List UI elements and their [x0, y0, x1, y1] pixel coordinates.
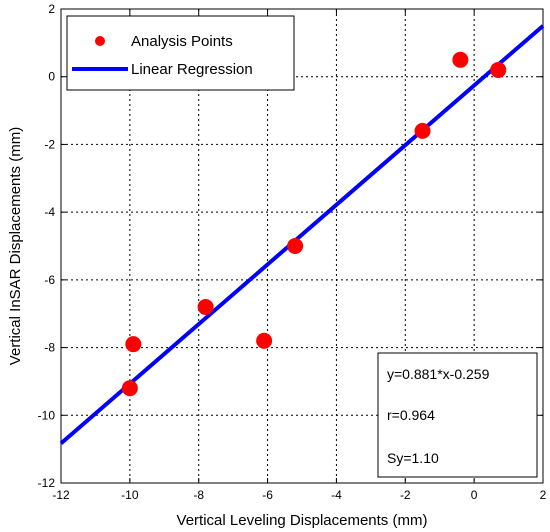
y-axis-label: Vertical InSAR Displacements (mm): [7, 127, 24, 365]
x-tick-label: -10: [121, 488, 139, 502]
data-point: [490, 61, 507, 78]
y-tick-label: -10: [38, 408, 56, 422]
legend-label-analysis-points: Analysis Points: [131, 33, 233, 50]
y-tick-label: -6: [44, 273, 55, 287]
standard-error: Sy=1.10: [387, 450, 439, 466]
legend-box: [66, 15, 295, 91]
y-axis: -12 -10 -8 -6 -4 -2 0 2: [38, 2, 543, 490]
y-tick-label: -2: [44, 137, 55, 151]
series-marks: [59, 24, 545, 445]
data-point: [452, 51, 469, 68]
data-point: [121, 380, 138, 397]
regression-equation: y=0.881*x-0.259: [387, 366, 490, 382]
y-tick-label: -4: [44, 205, 55, 219]
regression-stats-box: y=0.881*x-0.259 r=0.964 Sy=1.10: [377, 352, 538, 478]
x-tick-label: -2: [400, 488, 411, 502]
y-tick-label: 2: [48, 2, 55, 16]
x-tick-label: -6: [262, 488, 273, 502]
data-point: [287, 238, 304, 254]
y-tick-label: -8: [44, 341, 55, 355]
x-tick-label: 0: [471, 488, 478, 502]
x-axis: -12 -10 -8 -6 -4 -2 0 2: [52, 9, 547, 502]
y-tick-label: -12: [38, 476, 56, 490]
stats-box-frame: [377, 352, 538, 478]
legend-marker-analysis-points: [95, 36, 105, 46]
data-point: [197, 298, 214, 315]
y-tick-label: 0: [48, 70, 55, 84]
x-tick-label: -8: [193, 488, 204, 502]
x-tick-label: 2: [540, 488, 547, 502]
data-point: [256, 332, 273, 349]
regression-line: [59, 24, 545, 445]
data-point: [125, 336, 142, 353]
x-tick-label: -4: [331, 488, 342, 502]
correlation-coefficient: r=0.964: [387, 407, 435, 423]
x-tick-label: -12: [52, 488, 70, 502]
data-point: [414, 122, 431, 139]
legend: Analysis Points Linear Regression: [66, 15, 295, 91]
legend-label-linear-regression: Linear Regression: [131, 61, 253, 78]
x-axis-label: Vertical Leveling Displacements (mm): [177, 512, 428, 529]
plot-frame: [60, 8, 544, 484]
